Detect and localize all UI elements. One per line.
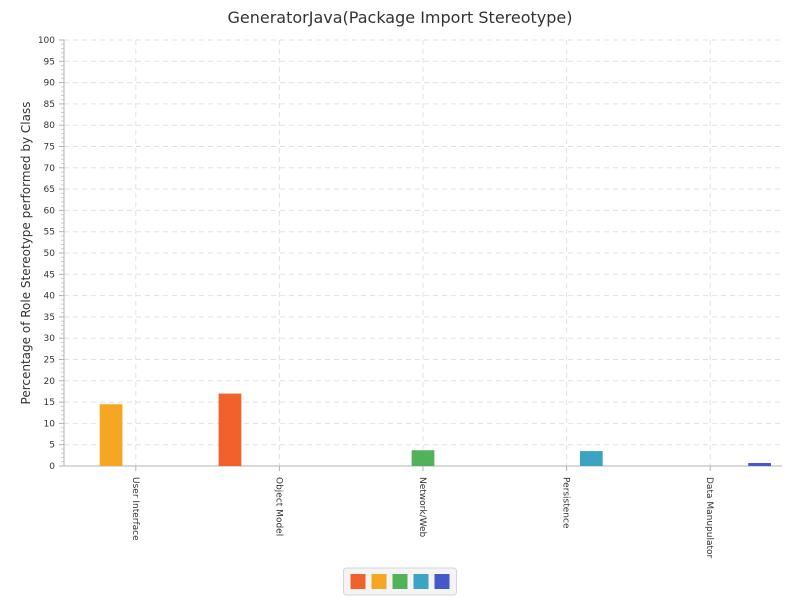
y-tick-label: 95	[44, 57, 55, 67]
y-tick-label: 100	[38, 36, 55, 46]
y-tick-label: 30	[44, 334, 56, 344]
y-tick-label: 20	[44, 377, 56, 387]
y-tick-label: 25	[44, 356, 55, 366]
grid	[64, 39, 782, 466]
y-tick-label: 50	[44, 249, 56, 259]
y-tick-label: 65	[44, 185, 55, 195]
x-category-label: Object Model	[273, 477, 283, 536]
y-tick-label: 80	[44, 121, 56, 131]
y-tick-label: 85	[44, 100, 55, 110]
y-tick-label: 45	[44, 270, 55, 280]
x-category-label: Network/Web	[417, 477, 427, 538]
legend-swatch	[350, 574, 366, 589]
legend	[343, 567, 457, 596]
chart-title: GeneratorJava(Package Import Stereotype)	[228, 8, 573, 27]
x-category-label: Persistence	[561, 477, 571, 529]
y-tick-label: 70	[44, 164, 56, 174]
y-tick-label: 15	[44, 398, 55, 408]
legend-swatch	[434, 574, 450, 589]
y-tick-label: 75	[44, 143, 55, 153]
y-tick-label: 35	[44, 313, 55, 323]
bar	[218, 393, 242, 466]
legend-swatch	[413, 574, 429, 589]
y-tick-label: 40	[44, 292, 56, 302]
axes	[59, 39, 782, 471]
y-tick-label: 90	[44, 79, 56, 89]
bar	[99, 404, 123, 466]
y-axis-title: Percentage of Role Stereotype performed …	[19, 102, 33, 405]
bar	[748, 463, 772, 466]
legend-swatch	[392, 574, 408, 589]
y-tick-label: 55	[44, 228, 55, 238]
tick-labels: 0 5 10 15 20 25 30 35 40 45 50 55 60 65 70 75 80 85 90 95 10…	[38, 36, 714, 559]
x-category-label: Data Manupulator	[704, 477, 714, 559]
y-tick-label: 60	[44, 206, 56, 216]
y-tick-label: 10	[44, 419, 56, 429]
y-tick-label: 5	[49, 441, 55, 451]
y-tick-label: 0	[49, 462, 55, 472]
legend-swatch	[371, 574, 387, 589]
bars	[99, 393, 772, 466]
bar	[579, 451, 603, 466]
bar	[411, 450, 435, 466]
x-category-label: User Interface	[130, 477, 140, 541]
